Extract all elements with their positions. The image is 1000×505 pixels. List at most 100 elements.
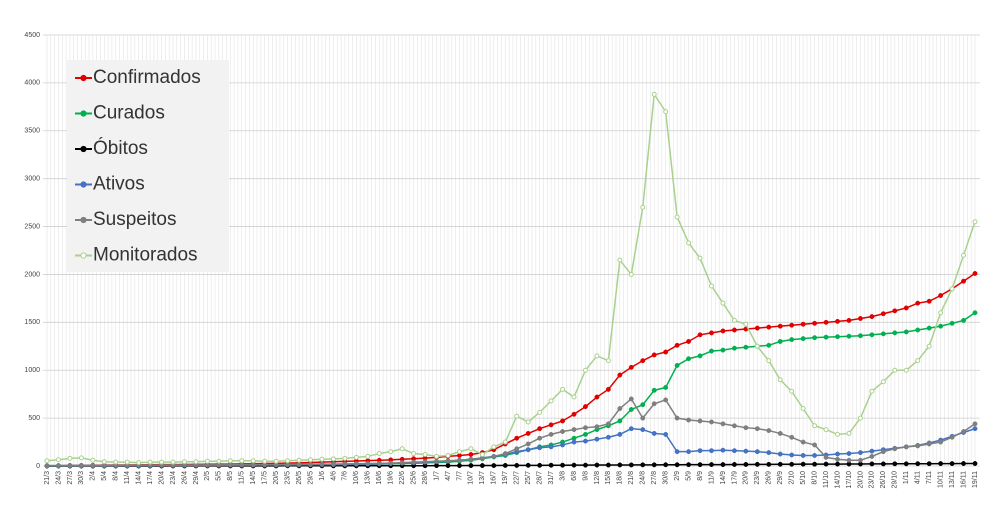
y-tick-label: 3500 — [24, 128, 40, 135]
x-tick-label: 13/6 — [365, 471, 372, 485]
point — [525, 447, 531, 453]
x-tick-label: 26/9 — [766, 471, 773, 485]
point — [972, 421, 978, 427]
point — [789, 461, 795, 467]
point — [583, 431, 588, 437]
point — [663, 431, 669, 437]
point — [812, 423, 818, 429]
x-tick-label: 24/8 — [640, 471, 647, 485]
point — [640, 427, 646, 433]
point — [594, 424, 600, 430]
point — [812, 320, 818, 326]
y-tick-label: 2000 — [24, 271, 40, 278]
point — [857, 316, 863, 321]
y-tick-label: 2500 — [24, 223, 40, 230]
point — [239, 458, 245, 464]
point — [640, 462, 646, 468]
point — [869, 332, 875, 338]
point — [582, 367, 588, 373]
point — [766, 450, 772, 456]
point — [285, 458, 291, 464]
point — [835, 431, 841, 437]
legend-label: Suspeitos — [93, 209, 176, 230]
point — [686, 462, 692, 468]
point — [915, 443, 921, 449]
legend-box — [67, 60, 229, 272]
point — [583, 462, 588, 468]
point — [308, 461, 313, 467]
point — [399, 460, 405, 466]
point — [353, 454, 359, 460]
x-tick-label: 29/5 — [307, 471, 314, 485]
x-tick-label: 29/9 — [777, 471, 784, 485]
point — [353, 461, 359, 467]
point — [594, 394, 600, 400]
point — [926, 343, 932, 349]
point — [640, 402, 646, 408]
x-tick-label: 5/4 — [101, 471, 108, 481]
point — [617, 431, 623, 437]
point — [892, 446, 898, 452]
point — [812, 461, 818, 467]
point — [422, 452, 428, 458]
x-tick-label: 16/11 — [960, 471, 967, 488]
x-tick-label: 11/9 — [708, 471, 715, 484]
point — [915, 358, 921, 364]
x-tick-label: 19/11 — [972, 471, 979, 488]
x-tick-label: 8/9 — [697, 471, 704, 481]
x-tick-label: 14/9 — [720, 471, 727, 485]
x-tick-label: 10/7 — [468, 471, 475, 485]
point — [663, 109, 669, 115]
point — [78, 455, 84, 461]
point — [548, 422, 554, 428]
point — [628, 426, 634, 432]
point — [720, 347, 726, 353]
point — [972, 310, 978, 316]
point — [170, 459, 176, 465]
x-tick-label: 14/10 — [834, 471, 841, 489]
point — [90, 457, 96, 463]
point — [548, 462, 554, 468]
point — [663, 349, 669, 355]
point — [708, 283, 714, 289]
point — [537, 445, 543, 451]
x-tick-label: 27/3 — [67, 471, 74, 485]
point — [468, 452, 474, 457]
point — [583, 425, 588, 431]
point — [697, 332, 703, 338]
point — [456, 457, 462, 463]
x-tick-label: 20/4 — [158, 471, 165, 485]
point — [686, 417, 692, 423]
point — [319, 456, 325, 462]
x-tick-label: 2/4 — [90, 471, 97, 481]
legend-marker — [80, 74, 87, 82]
point — [308, 457, 314, 463]
point — [628, 364, 634, 370]
point — [697, 448, 703, 454]
point — [651, 401, 657, 407]
point — [709, 348, 714, 354]
point — [686, 449, 692, 455]
point — [537, 426, 543, 432]
point — [124, 459, 130, 465]
x-tick-label: 24/3 — [55, 471, 62, 485]
x-tick-label: 21/3 — [44, 471, 51, 485]
point — [846, 457, 852, 463]
point — [903, 461, 909, 467]
point — [605, 386, 611, 392]
point — [720, 462, 726, 468]
x-tick-label: 22/7 — [514, 471, 521, 485]
x-tick-label: 28/6 — [422, 471, 429, 485]
point — [812, 453, 818, 458]
point — [571, 439, 577, 445]
x-tick-label: 17/9 — [731, 471, 738, 485]
point — [869, 453, 875, 459]
x-tick-label: 15/8 — [605, 471, 612, 485]
x-tick-label: 14/5 — [250, 471, 257, 485]
point — [548, 444, 554, 450]
point — [880, 449, 886, 455]
x-tick-label: 5/9 — [685, 471, 692, 481]
point — [686, 240, 692, 246]
point — [628, 407, 634, 412]
point — [537, 462, 543, 468]
